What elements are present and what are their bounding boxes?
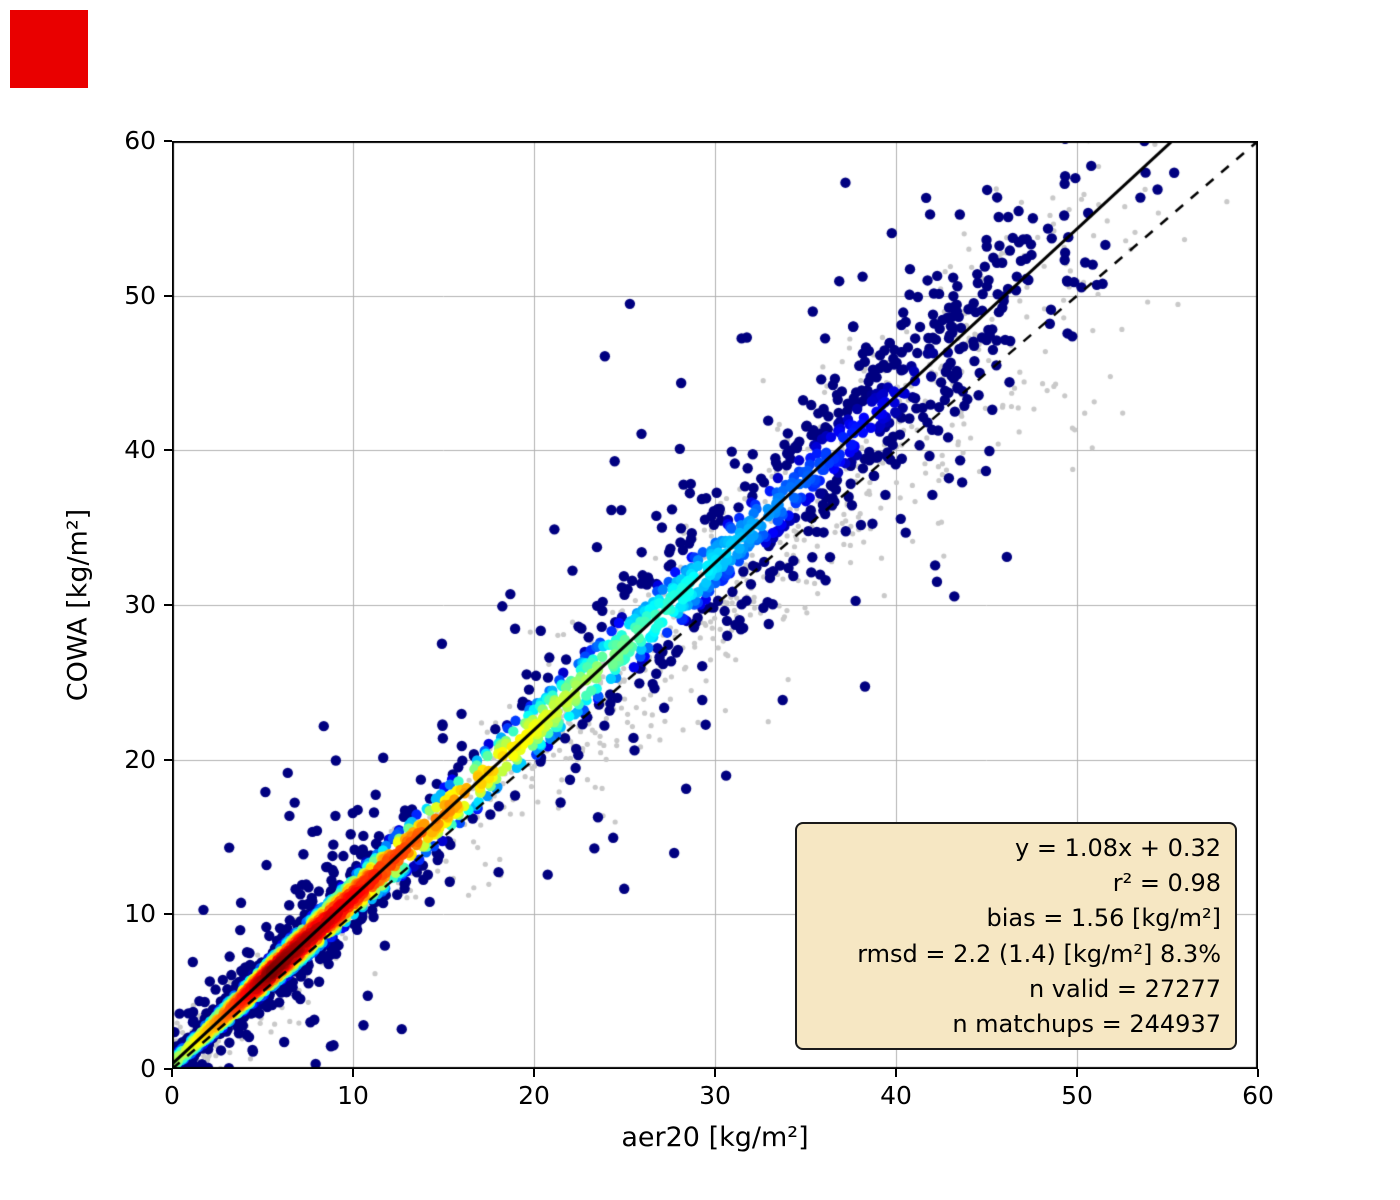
x-tick-mark [714,1069,716,1077]
x-tick-mark [1257,1069,1259,1077]
x-tick-mark [895,1069,897,1077]
red-marker-swatch [10,10,88,88]
x-tick-label: 50 [1061,1081,1093,1110]
x-axis-label: aer20 [kg/m²] [621,1122,809,1153]
stats-box: y = 1.08x + 0.32 r² = 0.98 bias = 1.56 [… [795,822,1237,1050]
y-tick-mark [164,758,172,761]
y-tick-label: 50 [124,280,156,310]
stats-line-nvalid: n valid = 27277 [1028,974,1221,1003]
x-tick-label: 60 [1242,1081,1274,1110]
y-tick-label: 10 [124,899,156,929]
x-tick-mark [533,1069,535,1077]
x-tick-mark [1076,1069,1078,1077]
stats-line-r2: r² = 0.98 [1112,869,1221,898]
y-tick-label: 40 [124,435,156,465]
y-tick-mark [164,604,172,606]
y-tick-label: 0 [140,1054,156,1083]
x-tick-mark [171,1069,173,1077]
y-tick-mark [164,1068,172,1070]
x-tick-label: 0 [164,1081,180,1110]
y-tick-mark [164,140,172,142]
y-tick-mark [164,913,172,916]
x-tick-label: 10 [337,1081,369,1110]
y-tick-label: 30 [124,590,156,619]
x-tick-mark [352,1069,354,1077]
x-tick-label: 40 [880,1081,912,1110]
y-tick-mark [164,449,172,452]
y-tick-mark [164,294,172,297]
plot-area: y = 1.08x + 0.32 r² = 0.98 bias = 1.56 [… [172,141,1258,1069]
stats-line-fit: y = 1.08x + 0.32 [1014,834,1221,862]
stats-line-rmsd: rmsd = 2.2 (1.4) [kg/m²] 8.3% [857,939,1221,968]
stats-line-bias: bias = 1.56 [kg/m²] [986,904,1222,933]
x-tick-label: 20 [518,1081,550,1110]
x-tick-label: 30 [699,1081,731,1110]
y-tick-label: 60 [124,126,156,155]
stats-line-matchups: n matchups = 244937 [952,1009,1221,1038]
y-tick-label: 20 [124,744,156,774]
